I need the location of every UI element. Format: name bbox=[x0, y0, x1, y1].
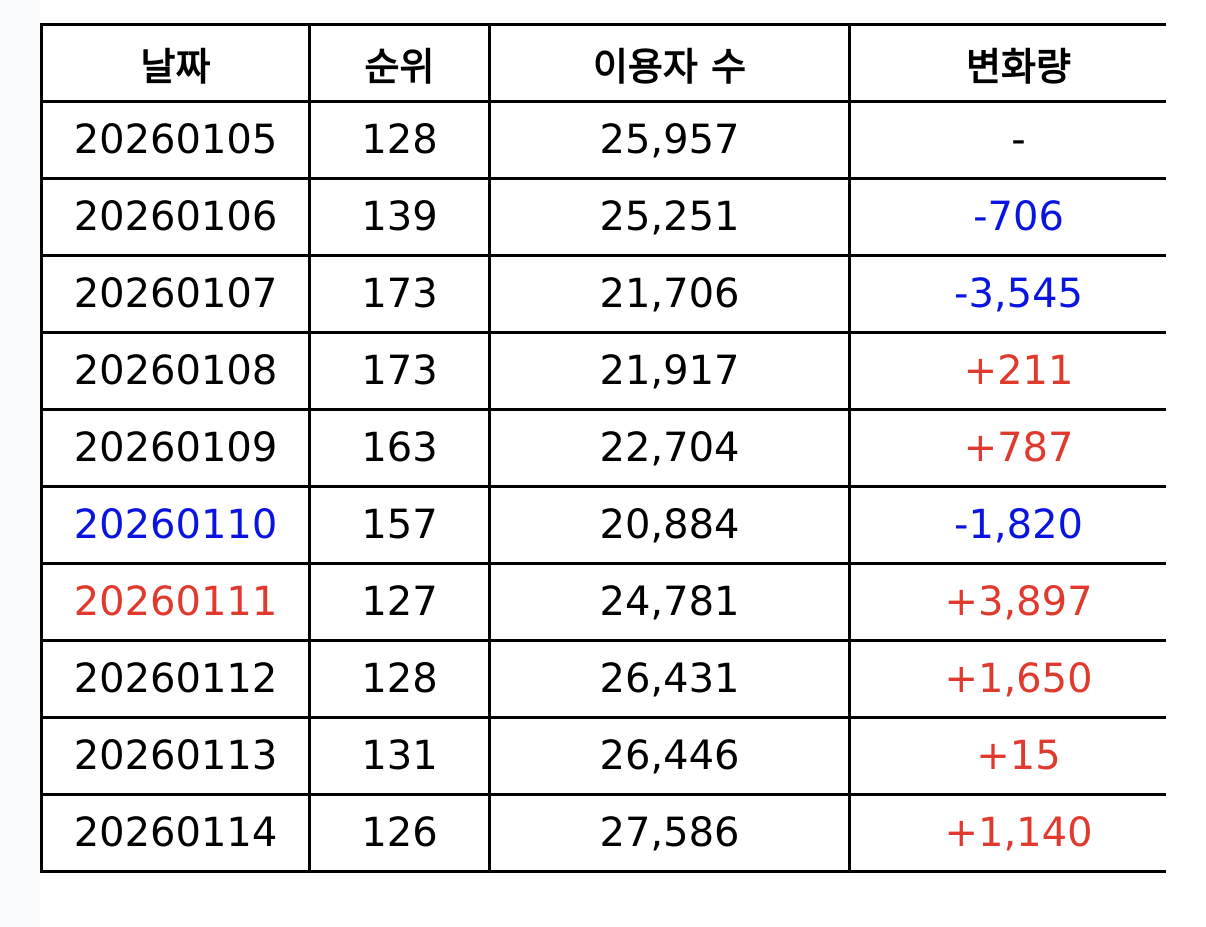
table-row: 20260110 157 20,884 -1,820 bbox=[40, 485, 1186, 565]
users-cell: 26,431 bbox=[488, 639, 851, 719]
header-row: 날짜 순위 이용자 수 변화량 bbox=[40, 23, 1186, 103]
users-cell: 26,446 bbox=[488, 716, 851, 796]
table-row: 20260111 127 24,781 +3,897 bbox=[40, 562, 1186, 642]
change-cell: -706 bbox=[848, 177, 1186, 257]
change-cell: +211 bbox=[848, 331, 1186, 411]
users-cell: 25,957 bbox=[488, 100, 851, 180]
rank-cell: 131 bbox=[308, 716, 491, 796]
rank-cell: 157 bbox=[308, 485, 491, 565]
users-cell: 21,917 bbox=[488, 331, 851, 411]
change-cell: +1,140 bbox=[848, 793, 1186, 873]
header-date: 날짜 bbox=[40, 23, 311, 103]
table-row: 20260112 128 26,431 +1,650 bbox=[40, 639, 1186, 719]
rank-cell: 128 bbox=[308, 639, 491, 719]
rank-cell: 163 bbox=[308, 408, 491, 488]
header-change: 변화량 bbox=[848, 23, 1186, 103]
change-cell: - bbox=[848, 100, 1186, 180]
change-cell: +3,897 bbox=[848, 562, 1186, 642]
change-cell: -3,545 bbox=[848, 254, 1186, 334]
table-row: 20260114 126 27,586 +1,140 bbox=[40, 793, 1186, 873]
users-cell: 27,586 bbox=[488, 793, 851, 873]
rank-cell: 139 bbox=[308, 177, 491, 257]
users-cell: 20,884 bbox=[488, 485, 851, 565]
user-stats-table: 날짜 순위 이용자 수 변화량 20260105 128 25,957-202601… bbox=[40, 23, 1186, 873]
header-rank: 순위 bbox=[308, 23, 491, 103]
date-cell: 20260107 bbox=[40, 254, 311, 334]
header-users: 이용자 수 bbox=[488, 23, 851, 103]
change-cell: +1,650 bbox=[848, 639, 1186, 719]
table-row: 20260107 173 21,706 -3,545 bbox=[40, 254, 1186, 334]
date-cell: 20260109 bbox=[40, 408, 311, 488]
change-cell: +787 bbox=[848, 408, 1186, 488]
rank-cell: 173 bbox=[308, 331, 491, 411]
users-cell: 22,704 bbox=[488, 408, 851, 488]
table-row: 20260105 128 25,957- bbox=[40, 100, 1186, 180]
rank-cell: 126 bbox=[308, 793, 491, 873]
date-cell: 20260112 bbox=[40, 639, 311, 719]
page-margin bbox=[0, 0, 40, 927]
date-cell: 20260106 bbox=[40, 177, 311, 257]
date-cell: 20260108 bbox=[40, 331, 311, 411]
rank-cell: 127 bbox=[308, 562, 491, 642]
right-margin bbox=[1166, 0, 1206, 927]
date-cell: 20260105 bbox=[40, 100, 311, 180]
table-row: 20260113 131 26,446 +15 bbox=[40, 716, 1186, 796]
date-cell: 20260111 bbox=[40, 562, 311, 642]
table-row: 20260109 163 22,704 +787 bbox=[40, 408, 1186, 488]
change-cell: +15 bbox=[848, 716, 1186, 796]
table-row: 20260106 139 25,251 -706 bbox=[40, 177, 1186, 257]
users-cell: 24,781 bbox=[488, 562, 851, 642]
date-cell: 20260110 bbox=[40, 485, 311, 565]
rank-cell: 173 bbox=[308, 254, 491, 334]
date-cell: 20260114 bbox=[40, 793, 311, 873]
date-cell: 20260113 bbox=[40, 716, 311, 796]
users-cell: 21,706 bbox=[488, 254, 851, 334]
table-row: 20260108 173 21,917 +211 bbox=[40, 331, 1186, 411]
users-cell: 25,251 bbox=[488, 177, 851, 257]
rank-cell: 128 bbox=[308, 100, 491, 180]
change-cell: -1,820 bbox=[848, 485, 1186, 565]
